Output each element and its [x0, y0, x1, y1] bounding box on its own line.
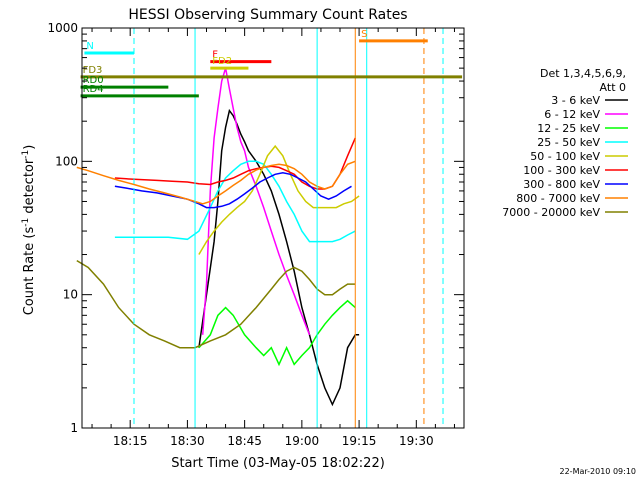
x-tick-label-5: 19:30: [399, 434, 434, 448]
x-tick-label-4: 19:15: [342, 434, 377, 448]
legend-label-8: 7000 - 20000 keV: [502, 206, 600, 219]
plot-frame: [81, 27, 465, 429]
legend-label-3: 25 - 50 keV: [537, 136, 600, 149]
x-axis-ticks: 18:15 18:30 18:45 19:00 19:15 19:30: [91, 28, 455, 448]
series-line-0: [198, 108, 360, 407]
y-axis-label-exp2: -1: [21, 150, 31, 159]
status-label-5: RD0: [83, 75, 104, 86]
status-label-3: FD2: [212, 56, 232, 67]
y-axis-ticks: 1 10 100 1000: [47, 21, 464, 435]
legend-label-7: 800 - 7000 keV: [516, 192, 600, 205]
y-tick-label-0: 1: [70, 421, 78, 435]
x-axis-label: Start Time (03-May-05 18:02:22): [171, 456, 385, 471]
series-line-5: [114, 137, 356, 190]
y-tick-label-1: 10: [63, 288, 78, 302]
legend-header-2: Att 0: [600, 81, 626, 94]
legend-label-5: 100 - 300 keV: [523, 164, 600, 177]
series-line-4: [198, 144, 360, 255]
y-axis-label-end: ): [22, 145, 37, 150]
legend-label-6: 300 - 800 keV: [523, 178, 600, 191]
y-axis-label: Count Rate (s-1 detector-1): [21, 145, 37, 316]
x-tick-label-1: 18:30: [170, 434, 205, 448]
series-line-2: [198, 299, 356, 367]
status-label-6: RD4: [83, 84, 104, 95]
legend-label-1: 6 - 12 keV: [544, 108, 600, 121]
y-tick-label-3: 1000: [47, 21, 78, 35]
y-tick-label-2: 100: [55, 154, 78, 168]
series-line-7: [76, 160, 356, 205]
x-tick-label-0: 18:15: [113, 434, 148, 448]
y-axis-label-main: Count Rate (s: [22, 227, 37, 316]
legend-label-4: 50 - 100 keV: [530, 150, 600, 163]
status-label-1: F: [212, 50, 218, 61]
y-axis-label-mid: detector: [22, 158, 37, 218]
x-tick-label-3: 19:00: [285, 434, 320, 448]
series-line-3: [114, 160, 356, 243]
series-layer: [76, 67, 360, 407]
generation-timestamp: 22-Mar-2010 09:10: [560, 467, 637, 476]
status-label-4: FD3: [83, 65, 103, 76]
series-line-8: [76, 259, 356, 349]
legend-header-1: Det 1,3,4,5,6,9,: [540, 67, 626, 80]
series-line-1: [201, 67, 311, 336]
status-label-0: N: [86, 41, 93, 52]
y-axis-label-exp1: -1: [21, 218, 31, 227]
status-label-2: S: [361, 29, 367, 40]
chart-title: HESSI Observing Summary Count Rates: [128, 7, 407, 23]
x-tick-label-2: 18:45: [227, 434, 262, 448]
legend-label-0: 3 - 6 keV: [551, 94, 600, 107]
legend-label-2: 12 - 25 keV: [537, 122, 600, 135]
